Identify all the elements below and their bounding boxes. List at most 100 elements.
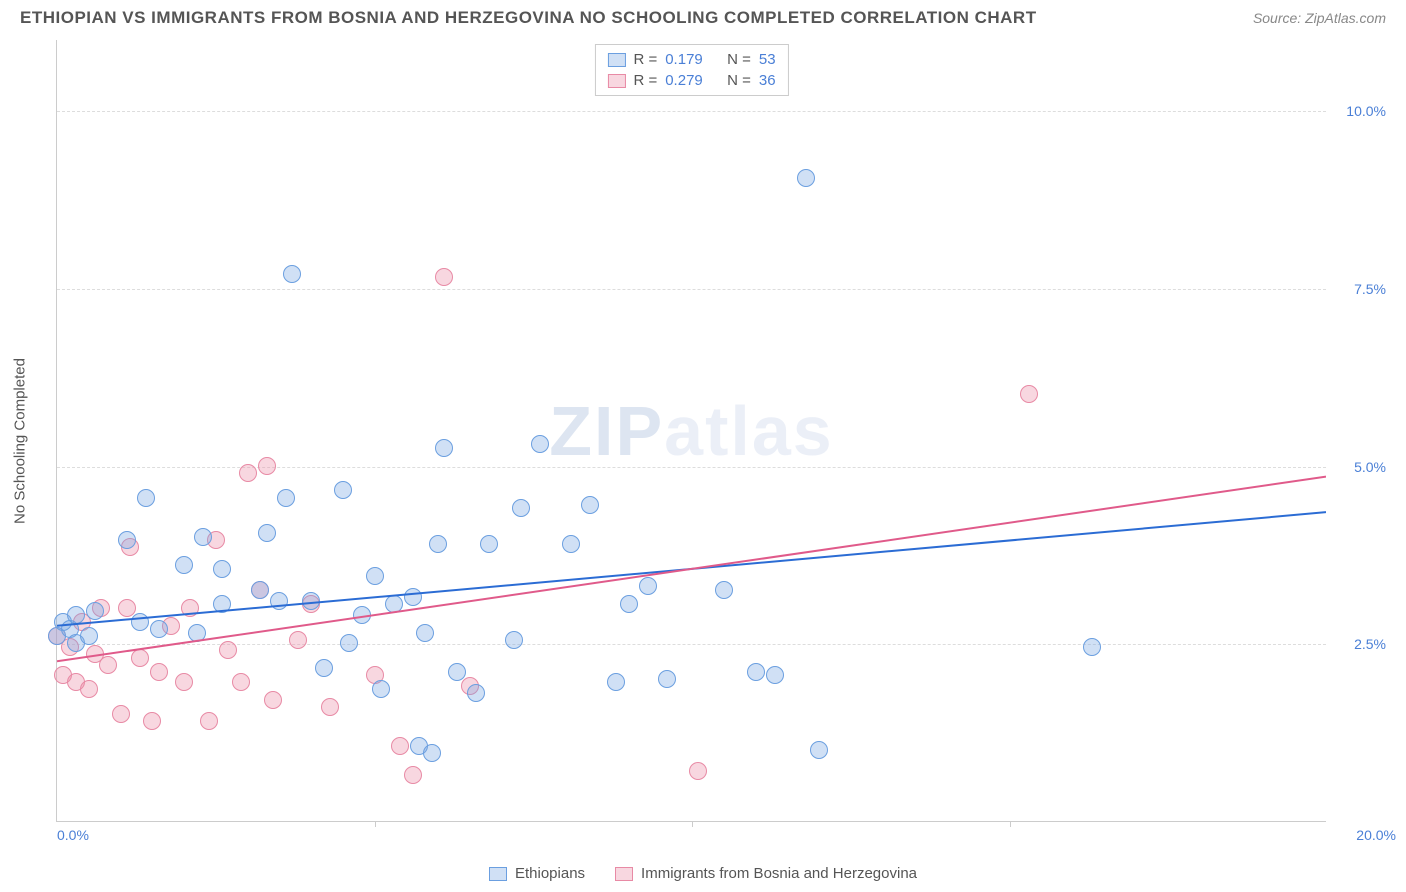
data-point bbox=[264, 691, 282, 709]
data-point bbox=[747, 663, 765, 681]
x-tick bbox=[1010, 821, 1011, 827]
data-point bbox=[213, 560, 231, 578]
data-point bbox=[175, 556, 193, 574]
data-point bbox=[219, 641, 237, 659]
data-point bbox=[1020, 385, 1038, 403]
data-point bbox=[581, 496, 599, 514]
trend-line bbox=[57, 477, 1326, 662]
data-point bbox=[80, 627, 98, 645]
legend-item: Ethiopians bbox=[489, 865, 585, 882]
data-point bbox=[366, 567, 384, 585]
data-point bbox=[80, 680, 98, 698]
data-point bbox=[150, 663, 168, 681]
data-point bbox=[150, 620, 168, 638]
x-tick bbox=[692, 821, 693, 827]
gridline bbox=[57, 644, 1326, 645]
plot-region: ZIPatlas 0.0% 20.0% R = 0.179 N = 53R = … bbox=[56, 40, 1326, 822]
data-point bbox=[251, 581, 269, 599]
data-point bbox=[766, 666, 784, 684]
data-point bbox=[137, 489, 155, 507]
y-tick-label: 10.0% bbox=[1346, 103, 1386, 119]
y-tick-label: 7.5% bbox=[1354, 281, 1386, 297]
data-point bbox=[334, 481, 352, 499]
data-point bbox=[175, 673, 193, 691]
data-point bbox=[372, 680, 390, 698]
legend-stat-row: R = 0.179 N = 53 bbox=[607, 49, 775, 70]
data-point bbox=[423, 744, 441, 762]
data-point bbox=[239, 464, 257, 482]
data-point bbox=[258, 524, 276, 542]
data-point bbox=[302, 592, 320, 610]
legend-stats: R = 0.179 N = 53R = 0.279 N = 36 bbox=[594, 44, 788, 96]
legend-stat-row: R = 0.279 N = 36 bbox=[607, 70, 775, 91]
data-point bbox=[385, 595, 403, 613]
data-point bbox=[467, 684, 485, 702]
data-point bbox=[429, 535, 447, 553]
data-point bbox=[689, 762, 707, 780]
legend-label: Ethiopians bbox=[515, 865, 585, 882]
data-point bbox=[505, 631, 523, 649]
y-axis-label: No Schooling Completed bbox=[12, 358, 29, 524]
data-point bbox=[258, 457, 276, 475]
chart-area: No Schooling Completed ZIPatlas 0.0% 20.… bbox=[50, 40, 1396, 842]
data-point bbox=[810, 741, 828, 759]
data-point bbox=[639, 577, 657, 595]
data-point bbox=[435, 439, 453, 457]
gridline bbox=[57, 289, 1326, 290]
legend-item: Immigrants from Bosnia and Herzegovina bbox=[615, 865, 917, 882]
data-point bbox=[620, 595, 638, 613]
data-point bbox=[131, 613, 149, 631]
data-point bbox=[99, 656, 117, 674]
data-point bbox=[86, 602, 104, 620]
source-label: Source: ZipAtlas.com bbox=[1253, 10, 1386, 26]
data-point bbox=[200, 712, 218, 730]
data-point bbox=[181, 599, 199, 617]
legend-swatch bbox=[489, 867, 507, 881]
data-point bbox=[1083, 638, 1101, 656]
watermark: ZIPatlas bbox=[549, 391, 833, 471]
data-point bbox=[131, 649, 149, 667]
data-point bbox=[353, 606, 371, 624]
trend-line bbox=[57, 512, 1326, 626]
data-point bbox=[315, 659, 333, 677]
data-point bbox=[435, 268, 453, 286]
legend-swatch bbox=[607, 53, 625, 67]
legend-series: Ethiopians Immigrants from Bosnia and Her… bbox=[0, 865, 1406, 882]
data-point bbox=[658, 670, 676, 688]
data-point bbox=[143, 712, 161, 730]
data-point bbox=[340, 634, 358, 652]
data-point bbox=[213, 595, 231, 613]
data-point bbox=[321, 698, 339, 716]
data-point bbox=[512, 499, 530, 517]
gridline bbox=[57, 111, 1326, 112]
data-point bbox=[562, 535, 580, 553]
data-point bbox=[118, 531, 136, 549]
data-point bbox=[194, 528, 212, 546]
data-point bbox=[188, 624, 206, 642]
data-point bbox=[283, 265, 301, 283]
data-point bbox=[404, 766, 422, 784]
data-point bbox=[67, 606, 85, 624]
x-tick bbox=[375, 821, 376, 827]
data-point bbox=[797, 169, 815, 187]
y-tick-label: 5.0% bbox=[1354, 459, 1386, 475]
data-point bbox=[531, 435, 549, 453]
data-point bbox=[416, 624, 434, 642]
data-point bbox=[448, 663, 466, 681]
data-point bbox=[607, 673, 625, 691]
data-point bbox=[112, 705, 130, 723]
legend-label: Immigrants from Bosnia and Herzegovina bbox=[641, 865, 917, 882]
y-tick-label: 2.5% bbox=[1354, 636, 1386, 652]
data-point bbox=[289, 631, 307, 649]
data-point bbox=[480, 535, 498, 553]
x-axis-min-label: 0.0% bbox=[57, 827, 89, 843]
legend-swatch bbox=[607, 74, 625, 88]
chart-title: ETHIOPIAN VS IMMIGRANTS FROM BOSNIA AND … bbox=[20, 8, 1037, 28]
data-point bbox=[404, 588, 422, 606]
data-point bbox=[391, 737, 409, 755]
data-point bbox=[715, 581, 733, 599]
data-point bbox=[232, 673, 250, 691]
x-axis-max-label: 20.0% bbox=[1356, 827, 1396, 843]
legend-swatch bbox=[615, 867, 633, 881]
data-point bbox=[270, 592, 288, 610]
